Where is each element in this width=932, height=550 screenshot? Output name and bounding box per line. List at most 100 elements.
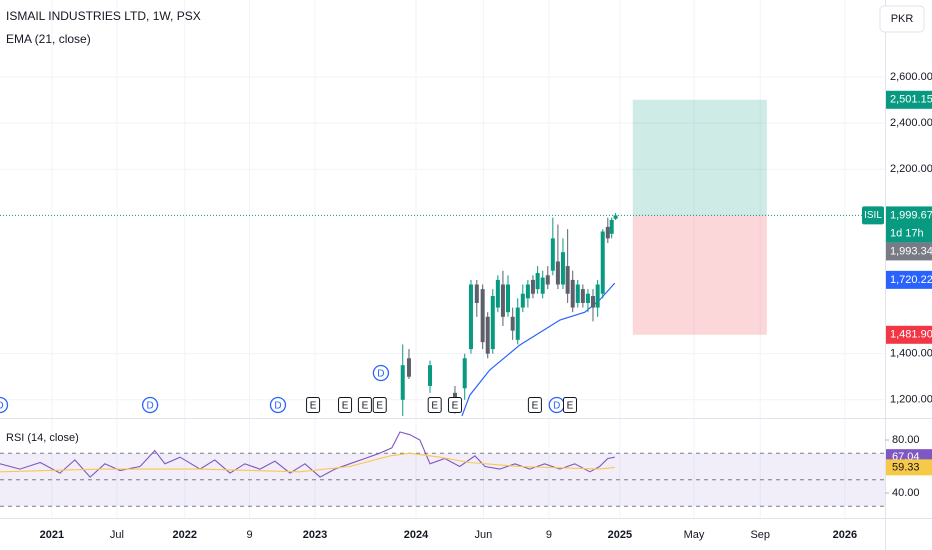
event-label: E bbox=[310, 401, 317, 412]
candle-body bbox=[550, 238, 555, 271]
earnings-marker bbox=[527, 397, 542, 413]
candle-body bbox=[555, 261, 560, 285]
event-label: E bbox=[376, 401, 383, 412]
chart-title: ISMAIL INDUSTRIES LTD, 1W, PSX bbox=[6, 9, 201, 23]
symbol-label: ISIL bbox=[864, 210, 882, 221]
candle-body bbox=[580, 289, 585, 303]
symbol-badge bbox=[862, 206, 884, 225]
x-tick-label: May bbox=[684, 529, 705, 541]
x-tick-label: 2022 bbox=[173, 529, 197, 541]
price-badge-label: 1,993.34 bbox=[890, 245, 932, 257]
earnings-marker bbox=[306, 397, 321, 413]
y-tick-label: 1,200.00 bbox=[890, 394, 932, 406]
price-badge bbox=[886, 206, 932, 243]
candle-body bbox=[468, 284, 473, 350]
x-tick-label: 2025 bbox=[608, 529, 632, 541]
x-tick-label: Jun bbox=[475, 529, 493, 541]
candle-body bbox=[600, 231, 605, 294]
price-badge bbox=[886, 270, 932, 289]
candle-body bbox=[560, 252, 565, 285]
price-badge-label: 1,720.22 bbox=[890, 274, 932, 286]
event-label: D bbox=[146, 401, 153, 412]
y-tick-label: 2,400.00 bbox=[890, 117, 932, 129]
earnings-marker bbox=[338, 397, 353, 413]
price-badge-label: 2,501.15 bbox=[890, 94, 932, 106]
rsi-tick-label: 40.00 bbox=[892, 487, 920, 499]
x-tick-label: 2021 bbox=[40, 529, 64, 541]
event-label: E bbox=[567, 401, 574, 412]
earnings-marker bbox=[447, 397, 462, 413]
candle-body bbox=[613, 215, 618, 219]
event-label: D bbox=[553, 401, 560, 412]
event-label: E bbox=[431, 401, 438, 412]
candle-body bbox=[575, 284, 580, 303]
candle-body bbox=[400, 365, 405, 400]
rsi-badge-label: 59.33 bbox=[892, 461, 920, 473]
candle-body bbox=[585, 293, 590, 303]
x-tick-label: 2023 bbox=[303, 529, 327, 541]
candle-body bbox=[495, 279, 500, 308]
dividend-marker bbox=[372, 364, 390, 382]
candle-body bbox=[510, 316, 515, 331]
x-tick-label: 9 bbox=[546, 529, 552, 541]
earnings-marker bbox=[427, 397, 442, 413]
candle-body bbox=[500, 284, 505, 317]
dividend-marker bbox=[141, 396, 159, 414]
event-label: E bbox=[532, 401, 539, 412]
event-label: D bbox=[274, 401, 281, 412]
price-badge bbox=[886, 325, 932, 344]
candle-body bbox=[485, 316, 490, 354]
currency[interactable]: PKR bbox=[891, 13, 914, 25]
earnings-marker bbox=[562, 397, 577, 413]
event-label: E bbox=[452, 401, 459, 412]
candle-body bbox=[428, 365, 433, 386]
y-tick-label: 2,600.00 bbox=[890, 71, 932, 83]
x-tick-label: 2024 bbox=[404, 529, 429, 541]
event-label: D bbox=[377, 369, 384, 380]
event-label: E bbox=[342, 401, 349, 412]
candle-body bbox=[505, 284, 510, 313]
candle-body bbox=[474, 284, 479, 303]
rsi-badge bbox=[886, 459, 932, 476]
rsi-line bbox=[0, 431, 615, 478]
candle-body bbox=[565, 266, 570, 294]
x-tick-label: 2026 bbox=[833, 529, 857, 541]
rsi-line bbox=[0, 452, 615, 473]
rsi-tick-label: 80.00 bbox=[892, 434, 920, 446]
price-badge bbox=[886, 242, 932, 261]
price-badge-label: 1,481.90 bbox=[890, 329, 932, 341]
candle-body bbox=[609, 219, 614, 234]
candle-body bbox=[525, 284, 530, 299]
price-badge bbox=[886, 90, 932, 109]
candle-body bbox=[406, 358, 411, 377]
candle-body bbox=[540, 277, 545, 294]
candle-body bbox=[605, 226, 610, 239]
event-label: D bbox=[0, 401, 4, 412]
candle-body bbox=[595, 284, 600, 308]
loss-zone bbox=[632, 215, 767, 335]
rsi-legend: RSI (14, close) bbox=[6, 432, 79, 444]
event-label: E bbox=[362, 401, 369, 412]
currency-button[interactable] bbox=[879, 5, 925, 33]
candle-body bbox=[570, 279, 575, 308]
earnings-marker bbox=[357, 397, 372, 413]
candle-body bbox=[535, 272, 540, 290]
ema-legend: EMA (21, close) bbox=[6, 32, 91, 46]
countdown: 1d 17h bbox=[890, 227, 924, 239]
candle-body bbox=[462, 358, 467, 389]
candle-body bbox=[590, 296, 595, 308]
x-tick-label: Jul bbox=[110, 529, 124, 541]
y-tick-label: 2,200.00 bbox=[890, 163, 932, 175]
candle-body bbox=[545, 275, 550, 285]
candle-body bbox=[480, 289, 485, 343]
x-tick-label: 9 bbox=[246, 529, 252, 541]
candle-body bbox=[490, 296, 495, 350]
candle-body bbox=[515, 307, 520, 340]
dividend-marker bbox=[269, 396, 287, 414]
earnings-marker bbox=[372, 397, 387, 413]
x-tick-label: Sep bbox=[750, 529, 770, 541]
candle-body bbox=[530, 279, 535, 294]
dividend-marker bbox=[0, 396, 9, 414]
